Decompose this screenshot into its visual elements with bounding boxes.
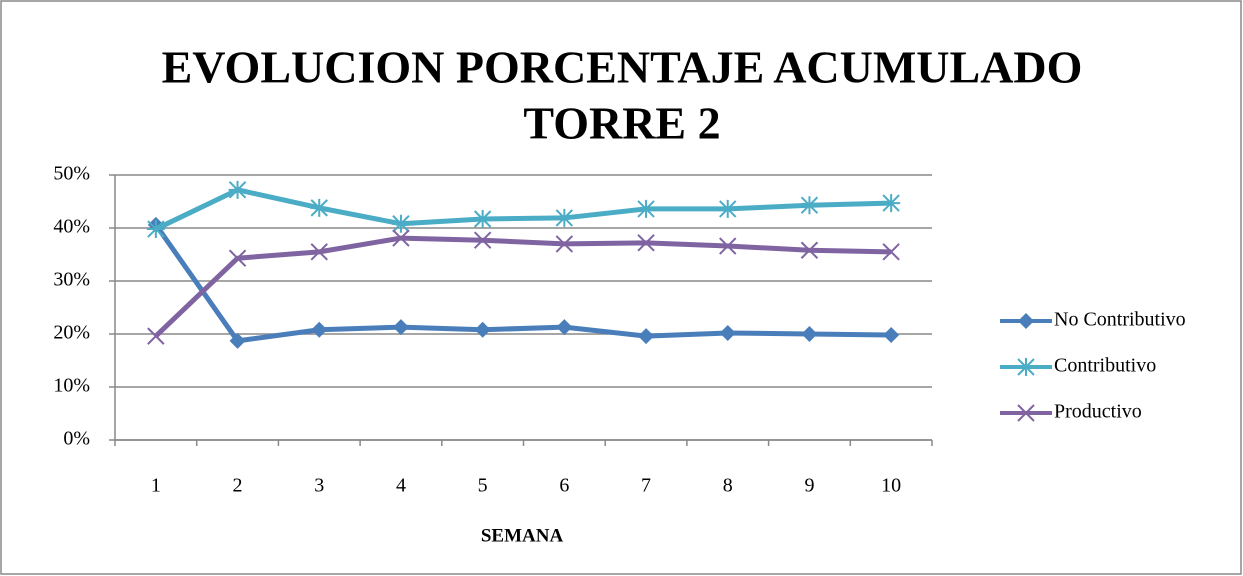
y-tick-label: 50% bbox=[53, 163, 90, 185]
y-tick-label: 0% bbox=[63, 428, 90, 450]
x-tick-label: 5 bbox=[478, 475, 488, 497]
legend-label: Productivo bbox=[1054, 401, 1142, 423]
marker bbox=[718, 199, 737, 218]
marker bbox=[1017, 358, 1035, 376]
marker bbox=[883, 327, 900, 344]
marker bbox=[638, 328, 655, 345]
marker bbox=[555, 208, 574, 227]
y-tick-label: 30% bbox=[53, 269, 90, 291]
marker bbox=[392, 229, 410, 247]
x-tick-label: 7 bbox=[641, 475, 651, 497]
marker bbox=[719, 324, 736, 341]
x-tick-label: 6 bbox=[559, 475, 569, 497]
legend-label: No Contributivo bbox=[1054, 309, 1186, 331]
chart-title: TORRE 2 bbox=[523, 98, 720, 149]
marker bbox=[882, 243, 900, 261]
x-tick-label: 2 bbox=[233, 475, 243, 497]
series-line bbox=[154, 235, 892, 338]
marker bbox=[473, 231, 492, 249]
series-line bbox=[153, 223, 892, 344]
marker bbox=[311, 321, 328, 338]
marker bbox=[1017, 404, 1035, 422]
marker bbox=[474, 321, 491, 338]
x-tick-label: 10 bbox=[881, 475, 901, 497]
marker bbox=[800, 241, 819, 259]
marker bbox=[555, 235, 574, 253]
x-axis-label: SEMANA bbox=[481, 525, 564, 546]
marker bbox=[310, 198, 329, 217]
y-tick-label: 20% bbox=[53, 322, 90, 344]
y-tick-label: 40% bbox=[53, 216, 90, 238]
x-tick-label: 1 bbox=[151, 475, 161, 497]
marker bbox=[800, 196, 819, 215]
marker bbox=[882, 194, 901, 213]
marker bbox=[392, 319, 409, 336]
marker bbox=[719, 237, 737, 255]
x-tick-label: 8 bbox=[723, 475, 733, 497]
marker bbox=[637, 234, 655, 252]
x-tick-label: 9 bbox=[804, 475, 814, 497]
marker bbox=[228, 180, 247, 199]
marker bbox=[229, 332, 246, 349]
marker bbox=[801, 326, 818, 342]
marker bbox=[146, 220, 165, 239]
x-tick-label: 4 bbox=[396, 475, 406, 497]
marker bbox=[147, 327, 165, 345]
y-tick-label: 10% bbox=[53, 375, 90, 397]
marker bbox=[556, 319, 573, 336]
marker bbox=[391, 214, 410, 233]
marker bbox=[1018, 313, 1034, 329]
chart-title: EVOLUCION PORCENTAJE ACUMULADO bbox=[162, 42, 1083, 93]
marker bbox=[473, 209, 492, 228]
marker bbox=[228, 249, 247, 267]
marker bbox=[637, 199, 656, 218]
legend-label: Contributivo bbox=[1054, 355, 1156, 377]
series-line bbox=[154, 187, 892, 232]
x-tick-label: 3 bbox=[314, 475, 324, 497]
marker bbox=[310, 243, 328, 261]
